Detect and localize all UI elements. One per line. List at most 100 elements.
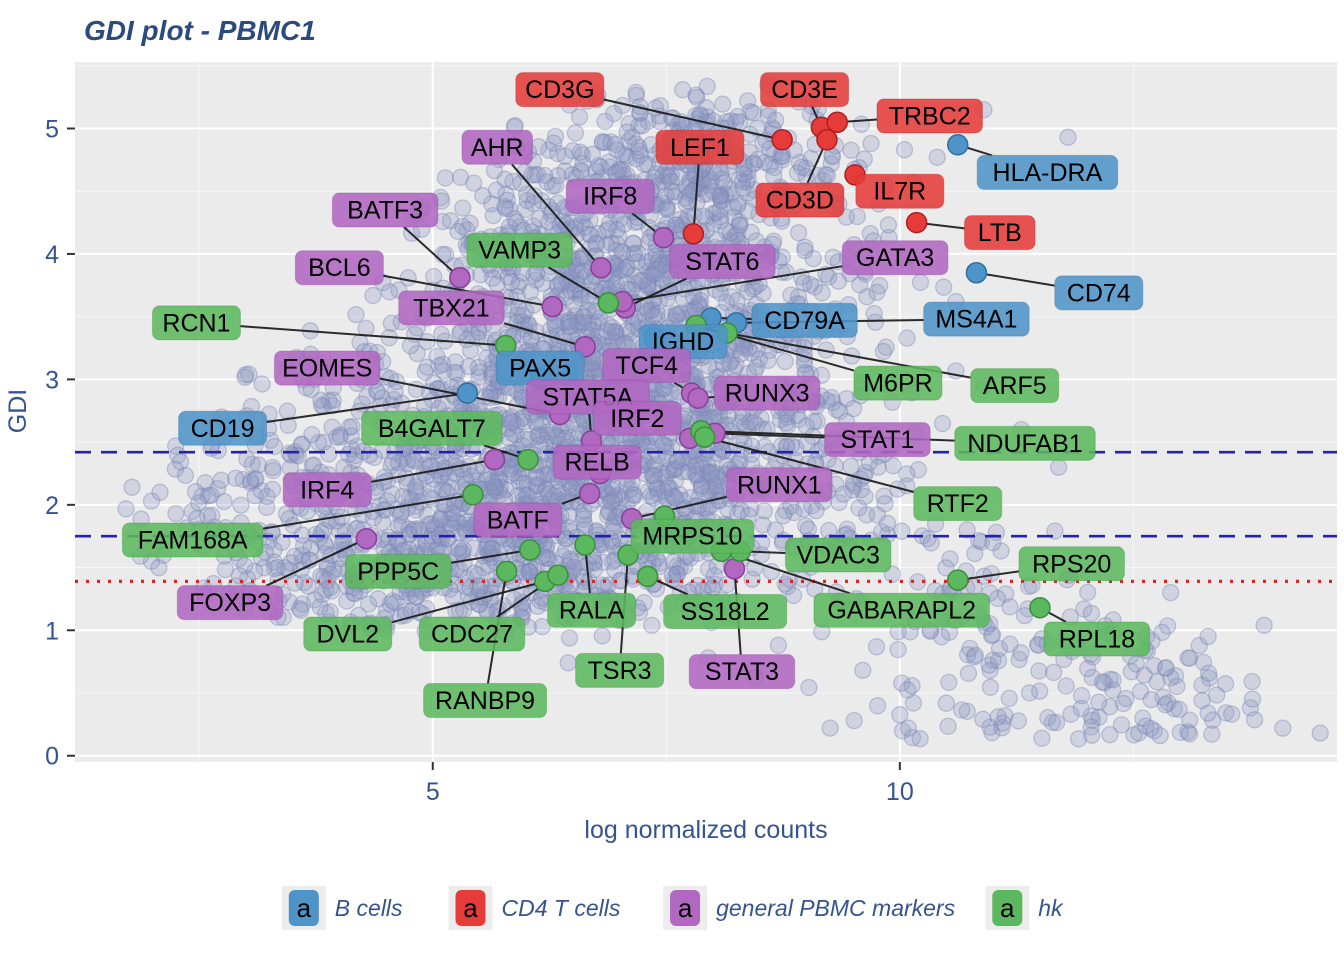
cloud-point	[340, 418, 359, 436]
cloud-point	[843, 481, 862, 499]
cloud-point	[331, 426, 349, 444]
cloud-point	[1134, 709, 1152, 727]
cloud-point	[671, 559, 689, 577]
cloud-point	[848, 207, 866, 226]
cloud-point	[643, 616, 661, 635]
gene-point-AHR	[590, 256, 612, 279]
cloud-point	[645, 466, 664, 485]
cloud-point	[212, 471, 230, 489]
cloud-point	[559, 313, 578, 332]
legend-item-label: hk	[1038, 895, 1064, 921]
y-tick-label: 0	[45, 743, 59, 771]
cloud-point	[435, 362, 453, 380]
cloud-point	[285, 547, 304, 566]
gene-label-STAT6: STAT6	[669, 243, 776, 279]
gene-point-PPP5C	[519, 539, 541, 561]
y-tick-label: 4	[45, 241, 59, 269]
cloud-point	[393, 515, 411, 534]
gene-label-BATF: BATF	[473, 502, 563, 538]
cloud-point	[842, 141, 860, 159]
cloud-point	[612, 489, 631, 507]
gene-label-text: RPS20	[1032, 550, 1111, 578]
gene-label-text: BATF3	[347, 197, 423, 225]
gene-label-text: AHR	[471, 134, 524, 162]
cloud-point	[628, 253, 646, 271]
cloud-point	[1199, 704, 1217, 722]
cloud-point	[292, 435, 311, 453]
cloud-point	[1274, 719, 1292, 737]
cloud-point	[898, 681, 917, 699]
gene-label-CD79A: CD79A	[751, 302, 858, 338]
legend-key-letter: a	[297, 893, 312, 923]
gene-label-text: CD3E	[771, 76, 838, 104]
gene-label-text: RUNX1	[737, 471, 822, 499]
cloud-point	[1199, 627, 1217, 646]
gene-point-HLA-DRA	[946, 134, 969, 156]
cloud-point	[510, 473, 529, 491]
cloud-point	[889, 640, 907, 659]
cloud-point	[838, 520, 856, 538]
cloud-point	[472, 577, 490, 595]
cloud-point	[292, 601, 310, 619]
cloud-point	[230, 567, 248, 585]
cloud-point	[167, 504, 185, 523]
cloud-point	[959, 664, 978, 683]
cloud-point	[440, 510, 458, 528]
cloud-point	[328, 428, 346, 446]
legend-item-b-cells: a B cells	[281, 886, 403, 930]
cloud-point	[939, 717, 957, 735]
cloud-point	[465, 174, 483, 192]
gene-label-NDUFAB1: NDUFAB1	[954, 425, 1096, 461]
cloud-point	[1045, 663, 1063, 682]
gene-label-IRF2: IRF2	[592, 400, 682, 436]
cloud-point	[240, 365, 258, 383]
cloud-point	[545, 134, 563, 152]
gene-label-text: BCL6	[308, 254, 371, 282]
cloud-point	[203, 506, 221, 525]
cloud-point	[416, 363, 434, 381]
gene-label-AHR: AHR	[461, 129, 533, 165]
y-tick-label: 2	[45, 492, 59, 520]
cloud-point	[485, 161, 504, 180]
cloud-point	[151, 483, 169, 501]
cloud-point	[305, 456, 323, 474]
cloud-point	[898, 465, 916, 483]
cloud-point	[601, 530, 619, 548]
cloud-point	[232, 496, 250, 514]
cloud-point	[752, 546, 771, 564]
cloud-point	[420, 515, 438, 533]
cloud-point	[869, 458, 887, 476]
cloud-point	[852, 115, 871, 133]
y-tick-label: 1	[45, 617, 59, 645]
gene-label-text: SS18L2	[681, 598, 770, 626]
cloud-point	[242, 472, 260, 490]
cloud-point	[373, 513, 392, 531]
gene-label-text: TSR3	[588, 657, 652, 685]
cloud-point	[1079, 659, 1097, 678]
y-tick-label: 3	[45, 366, 59, 394]
cloud-point	[315, 533, 333, 552]
cloud-point	[478, 471, 496, 489]
gene-label-RPS20: RPS20	[1018, 546, 1125, 582]
gene-label-text: CD3G	[525, 76, 594, 104]
cloud-point	[911, 273, 930, 291]
cloud-point	[627, 83, 645, 102]
cloud-point	[528, 417, 547, 436]
cloud-point	[966, 646, 984, 664]
gene-label-RUNX1: RUNX1	[726, 467, 833, 503]
cloud-point	[769, 636, 788, 654]
cloud-point	[692, 479, 711, 498]
legend-key-letter: a	[1000, 893, 1015, 923]
gene-label-IRF8: IRF8	[565, 178, 655, 214]
cloud-point	[602, 133, 620, 151]
cloud-point	[674, 81, 692, 99]
legend-item-general-pbmc-markers: a general PBMC markers	[663, 886, 956, 930]
cloud-point	[434, 480, 452, 498]
cloud-point	[311, 529, 329, 547]
cloud-point	[226, 469, 245, 487]
gene-label-text: DVL2	[316, 621, 379, 649]
gene-point-B4GALT7	[517, 448, 539, 471]
cloud-point	[1047, 713, 1066, 732]
cloud-point	[772, 437, 791, 455]
cloud-point	[867, 638, 886, 656]
